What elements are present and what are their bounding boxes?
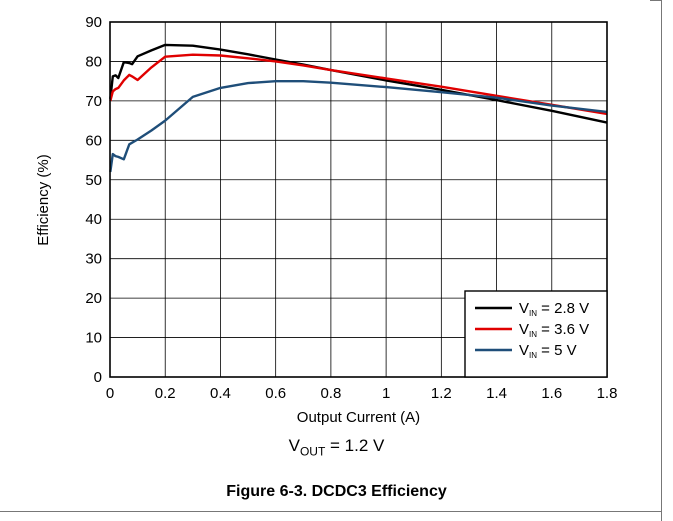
x-tick-label: 0 [106,385,114,402]
x-tick-label: 1.8 [597,385,618,402]
x-tick-label: 1.2 [431,385,452,402]
x-tick-label: 1.6 [541,385,562,402]
legend-box [464,290,608,378]
legend-entry-1: VIN = 3.6 V [519,321,589,339]
legend: VIN = 2.8 V VIN = 3.6 V VIN = 5 V [464,290,608,378]
x-tick-label: 0.2 [155,385,176,402]
frame-right-edge [661,0,662,521]
output-voltage-condition: VOUT = 1.2 V [0,436,673,458]
x-axis-label: Output Current (A) [297,409,420,426]
x-tick-label: 1 [382,385,390,402]
x-tick-label: 0.4 [210,385,231,402]
y-tick-label: 20 [85,290,102,307]
y-tick-label: 0 [94,369,102,386]
condition-subscript: OUT [299,444,326,459]
y-tick-label: 90 [85,14,102,31]
series-line-1 [109,53,608,116]
series-line-0 [109,43,608,124]
x-tick-label: 1.4 [486,385,507,402]
x-tick-label: 0.6 [265,385,286,402]
condition-symbol: V [288,436,300,455]
efficiency-chart: 0 0.2 0.4 0.6 0.8 1 1.2 1.4 1.6 1.8 0 10 20 30 40 50 60 7… [35,14,617,426]
legend-entry-2: VIN = 5 V [519,342,577,360]
plot-border [109,21,608,378]
y-tick-label: 70 [85,93,102,110]
frame-bottom-edge [0,511,662,512]
legend-entry-0: VIN = 2.8 V [519,300,589,318]
y-tick-label: 40 [85,211,102,228]
figure-caption: Figure 6-3. DCDC3 Efficiency [226,483,447,500]
y-tick-label: 30 [85,251,102,268]
frame-top-edge [650,0,662,1]
series-line-2 [109,79,608,173]
y-tick-label: 10 [85,330,102,347]
condition-value: = 1.2 V [325,436,385,455]
y-tick-label: 50 [85,172,102,189]
series-lines [109,43,608,173]
x-tick-label: 0.8 [320,385,341,402]
y-tick-label: 80 [85,53,102,70]
tick-labels: 0 0.2 0.4 0.6 0.8 1 1.2 1.4 1.6 1.8 0 10 20 30 40 50 60 7… [85,14,617,402]
y-axis-label: Efficiency (%) [35,154,52,245]
y-tick-label: 60 [85,132,102,149]
